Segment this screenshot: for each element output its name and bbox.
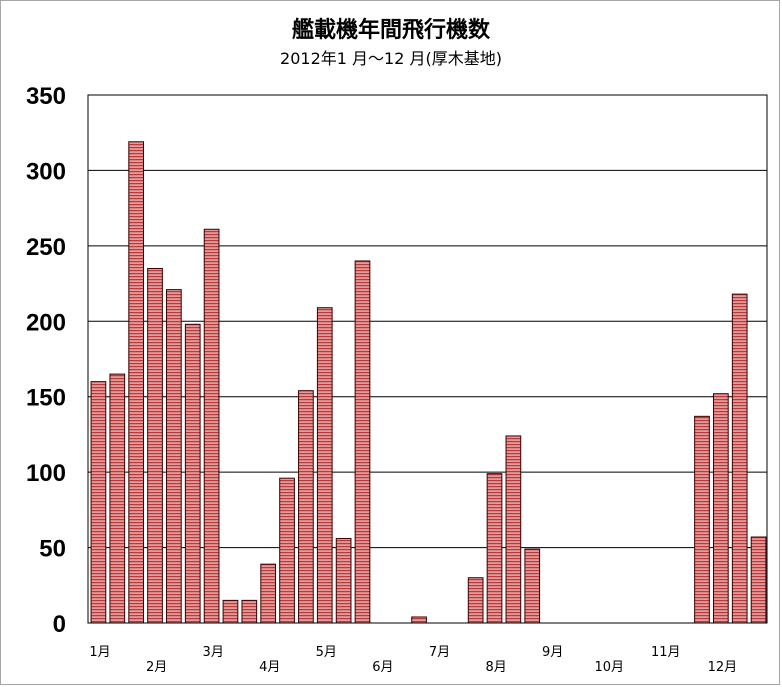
bar: [712, 393, 729, 624]
bar: [750, 536, 767, 624]
y-tick-label: 50: [39, 536, 66, 563]
x-tick-label: 7月: [429, 645, 450, 660]
chart-subtitle: 2012年1 月～12 月(厚木基地): [280, 49, 502, 68]
plot-area-border: [87, 94, 768, 624]
bar: [316, 307, 333, 624]
x-tick-label: 10月: [595, 660, 625, 675]
x-tick-label: 6月: [372, 660, 393, 675]
chart-title: 艦載機年間飛行機数: [291, 18, 490, 43]
y-tick-label: 100: [26, 460, 66, 487]
y-tick-label: 300: [26, 158, 66, 185]
y-tick-label: 0: [53, 611, 66, 638]
bar: [279, 477, 295, 624]
y-tick-label: 250: [26, 234, 66, 261]
bar: [109, 373, 126, 624]
bar: [203, 228, 220, 624]
bar: [166, 289, 182, 624]
bar: [241, 599, 258, 624]
bar: [147, 267, 163, 624]
x-tick-label: 12月: [708, 660, 738, 675]
bar: [505, 435, 522, 624]
bar: [335, 538, 352, 624]
bar: [298, 390, 314, 624]
bar: [524, 548, 541, 624]
y-tick-label: 200: [26, 309, 66, 336]
y-axis-ticks: 0 50 100 150 200 250 300 350: [26, 83, 66, 638]
y-tick-label: 150: [26, 385, 66, 412]
x-tick-label: 3月: [203, 645, 224, 660]
x-tick-label: 11月: [651, 645, 681, 660]
bar: [694, 415, 710, 624]
bar: [354, 260, 371, 624]
bar: [222, 599, 239, 624]
bar: [467, 577, 484, 624]
y-tick-label: 350: [26, 83, 66, 110]
x-tick-label: 5月: [316, 645, 337, 660]
bar: [486, 473, 503, 624]
bar: [260, 563, 277, 624]
bar: [184, 323, 201, 624]
x-tick-label: 8月: [485, 660, 506, 675]
x-axis-ticks: 1月 2月 3月 4月 5月 6月 7月 8月 9月 10月 11月 12月: [89, 645, 737, 675]
bar: [90, 381, 107, 624]
bar: [128, 141, 145, 624]
x-tick-label: 1月: [89, 645, 110, 660]
gridlines: [88, 169, 767, 549]
bar: [731, 293, 748, 624]
x-tick-label: 9月: [542, 645, 563, 660]
bar: [411, 616, 427, 624]
bars: [90, 141, 767, 624]
x-tick-label: 4月: [259, 660, 280, 675]
x-tick-label: 2月: [146, 660, 167, 675]
